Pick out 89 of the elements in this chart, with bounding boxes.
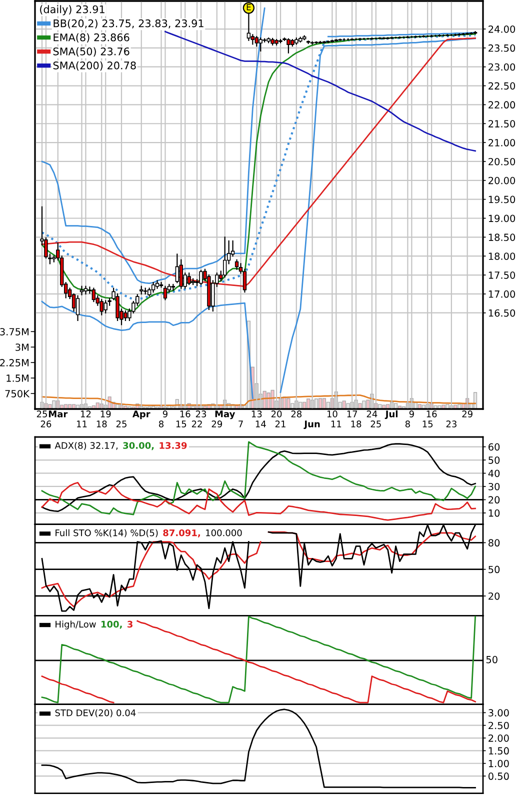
x-tick-label: May	[215, 410, 236, 420]
x-tick-label: 21	[275, 420, 286, 428]
x-tick-label: Mar	[48, 410, 68, 418]
y-tick-label: 19.50	[488, 196, 516, 204]
y2-tick-label: 3.75M	[0, 328, 28, 336]
y-tick-label: 23.50	[488, 44, 516, 52]
y-tick-label: 20.50	[488, 158, 516, 166]
x-tick-label: 17	[347, 410, 358, 418]
x-tick-label: 11	[76, 420, 87, 428]
x-tick-label: 23	[196, 410, 206, 418]
x-tick-label: 18	[96, 420, 107, 428]
x-tick-label: 16	[180, 410, 190, 418]
x-tick-label: 25	[36, 410, 47, 418]
x-tick-label: 29	[462, 410, 472, 418]
y-tick-label: 2.00	[488, 734, 509, 742]
x-tick-label: 23	[446, 420, 456, 428]
x-tick-label: 9	[162, 410, 168, 418]
x-tick-label: 12	[80, 410, 91, 418]
y2-tick-label: 2.25M	[0, 359, 28, 366]
x-tick-label: 11	[331, 420, 342, 428]
legend-label: SMA(200) 20.78	[53, 61, 136, 71]
x-tick-label: 28	[291, 410, 302, 418]
x-tick-label: 25	[116, 420, 126, 428]
x-tick-label: 19	[100, 410, 111, 418]
y-tick-label: 16.50	[488, 309, 516, 317]
y2-tick-label: 750K	[5, 390, 30, 398]
y-tick-label: 2.50	[488, 722, 509, 730]
y-tick-label: 1.50	[488, 747, 509, 755]
y-tick-label: 18.00	[488, 252, 516, 260]
y-tick-label: 22.50	[488, 82, 516, 90]
x-tick-label: 8	[405, 420, 410, 428]
x-tick-label: 14	[256, 420, 266, 428]
x-tick-label: Jul	[384, 410, 398, 420]
annotation: E	[246, 4, 251, 10]
y-tick-label: 18.50	[488, 234, 516, 242]
y-tick-label: 19.00	[488, 214, 516, 222]
y-tick-label: 21.00	[488, 139, 516, 146]
chart-title: STD DEV(20) 0.04	[55, 709, 136, 718]
x-tick-label: 10	[327, 410, 338, 418]
x-tick-label: 15	[176, 420, 186, 428]
text: 100,	[101, 620, 122, 629]
x-tick-label: 24	[366, 410, 378, 418]
y-tick-label: 21.50	[488, 120, 516, 128]
y-tick-label: 1.00	[488, 760, 509, 768]
x-tick-label: 16	[426, 410, 437, 418]
y-tick-label: 3.00	[488, 709, 509, 716]
series-label: 87.091,	[163, 529, 200, 538]
x-tick-label: 13	[252, 410, 262, 418]
x-tick-label: 7	[238, 420, 243, 428]
x-tick-label: 26	[40, 420, 52, 428]
chart-title: ADX(8) 32.17,	[54, 442, 118, 450]
y-tick-label: 60	[488, 443, 500, 451]
y2-tick-label: 3M	[16, 344, 28, 351]
y-tick-label: 20.00	[488, 176, 516, 184]
legend-label: SMA(50) 23.76	[53, 47, 130, 57]
chart-title: Full STO %K(14) %D(5)	[56, 529, 158, 538]
x-tick-label: 8	[158, 420, 164, 428]
y-tick-label: 0.50	[488, 772, 509, 780]
y-tick-label: 23.00	[488, 63, 516, 71]
x-tick-label: 22	[192, 420, 202, 428]
y-tick-label: 50	[488, 456, 500, 464]
y-tick-label: 20	[488, 496, 500, 504]
x-tick-label: 25	[370, 420, 381, 428]
y-tick-label: 30	[488, 482, 500, 490]
series-label: 100.000	[206, 529, 242, 536]
y-tick-label: 22.00	[488, 101, 516, 109]
x-tick-label: 15	[422, 420, 433, 428]
text: 13.39	[160, 442, 187, 449]
x-tick-label: 20	[271, 410, 282, 418]
x-tick-label: Apr	[132, 410, 150, 420]
y-tick-label: 40	[488, 470, 500, 478]
x-tick-label: 29	[212, 420, 222, 428]
series-label: 3	[128, 620, 132, 628]
x-tick-label: Jun	[304, 420, 320, 430]
y-tick-label: 24.00	[488, 25, 516, 33]
x-tick-label: 18	[351, 420, 362, 428]
chart-title: High/Low	[56, 620, 96, 630]
legend-title: (daily) 23.91	[40, 5, 104, 16]
y-tick-label: 17.00	[488, 290, 516, 298]
y-tick-label: 10	[488, 509, 500, 517]
y-tick-label: 20	[488, 592, 500, 600]
x-tick-label: 9	[409, 410, 414, 418]
legend-label: EMA(8) 23.866	[54, 33, 130, 43]
y-tick-label: 50	[488, 566, 500, 574]
text: 30.00,	[123, 442, 154, 450]
y-tick-label: 17.50	[488, 271, 516, 279]
y-tick-label: 80	[488, 539, 500, 547]
legend-label: BB(20,2) 23.75, 23.83, 23.91	[54, 19, 204, 28]
y2-tick-label: 1.5M	[6, 374, 28, 382]
